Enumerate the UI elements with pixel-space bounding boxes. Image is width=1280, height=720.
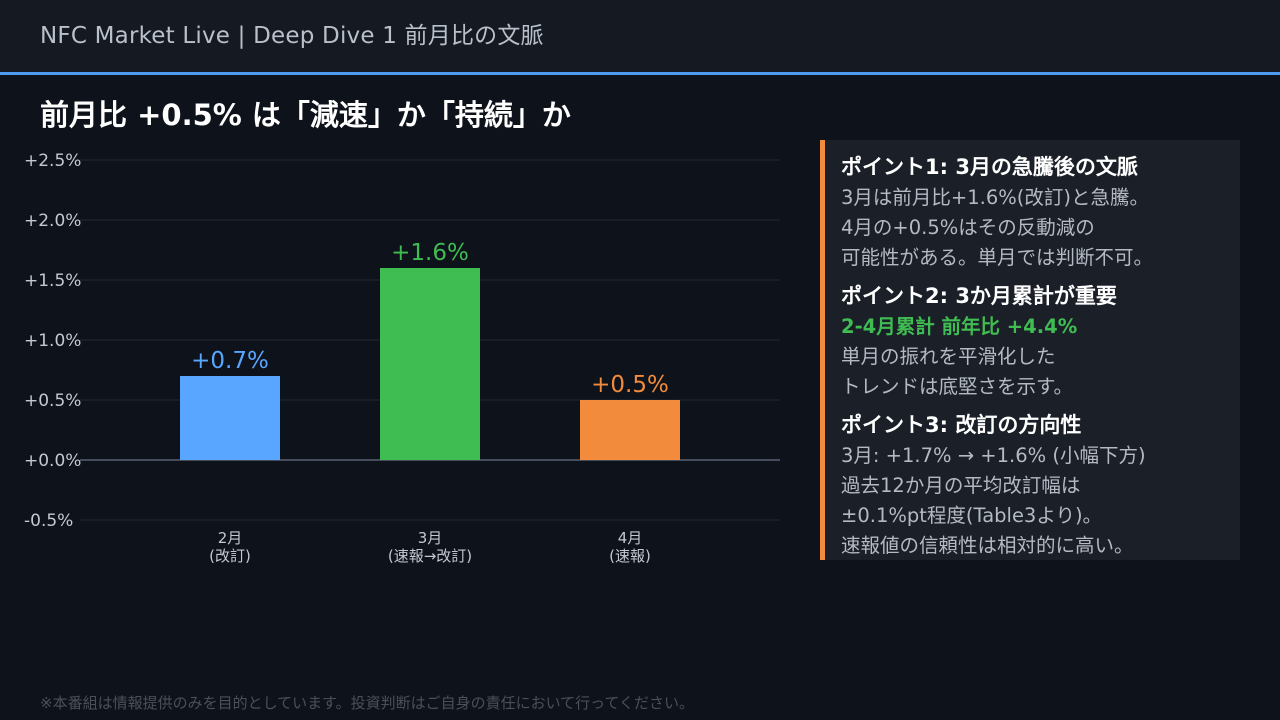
point-line-highlight: 2-4月累計 前年比 +4.4%	[841, 315, 1078, 338]
point-heading: ポイント3: 改訂の方向性	[841, 413, 1082, 437]
bar-chart: +2.5% +2.0% +1.5% +1.0% +0.5% +0.0% -0.5% +0.7%…	[24, 151, 780, 565]
bar	[580, 400, 680, 460]
y-tick-label: +2.5%	[24, 151, 81, 171]
x-category-label: (速報→改訂)	[388, 547, 472, 565]
point-heading: ポイント2: 3か月累計が重要	[841, 284, 1117, 308]
point-block-2: ポイント2: 3か月累計が重要 2-4月累計 前年比 +4.4% 単月の振れを平…	[841, 281, 1240, 402]
data-label: +0.5%	[591, 372, 669, 398]
side-panel: ポイント1: 3月の急騰後の文脈 3月は前月比+1.6%(改訂)と急騰。 4月の…	[820, 140, 1240, 560]
point-line: 可能性がある。単月では判断不可。	[841, 246, 1154, 269]
x-category-label: 3月	[418, 529, 443, 547]
y-tick-label: +2.0%	[24, 211, 81, 231]
point-line: トレンドは底堅さを示す。	[841, 375, 1074, 398]
point-line: 過去12か月の平均改訂幅は	[841, 474, 1081, 497]
header-bar: NFC Market Live | Deep Dive 1 前月比の文脈	[0, 0, 1280, 75]
point-line: 速報値の信頼性は相対的に高い。	[841, 534, 1134, 557]
x-category-label: (改訂)	[209, 547, 251, 565]
point-line: 3月: +1.7% → +1.6% (小幅下方)	[841, 444, 1146, 467]
point-line: 4月の+0.5%はその反動減の	[841, 216, 1095, 239]
bar	[180, 376, 280, 460]
point-block-3: ポイント3: 改訂の方向性 3月: +1.7% → +1.6% (小幅下方) 過…	[841, 410, 1240, 560]
bar	[380, 268, 480, 460]
y-tick-label: +0.0%	[24, 451, 81, 471]
y-tick-label: +1.5%	[24, 271, 81, 291]
point-line: 3月は前月比+1.6%(改訂)と急騰。	[841, 186, 1150, 209]
point-block-1: ポイント1: 3月の急騰後の文脈 3月は前月比+1.6%(改訂)と急騰。 4月の…	[841, 152, 1240, 273]
disclaimer: ※本番組は情報提供のみを目的としています。投資判断はご自身の責任において行ってく…	[40, 694, 694, 712]
point-line: 単月の振れを平滑化した	[841, 345, 1056, 368]
point-heading: ポイント1: 3月の急騰後の文脈	[841, 155, 1138, 179]
page-title: 前月比 +0.5% は「減速」か「持続」か	[40, 98, 571, 132]
x-category-label: (速報)	[609, 547, 651, 565]
y-tick-label: +1.0%	[24, 331, 81, 351]
x-category-label: 4月	[618, 529, 643, 547]
y-tick-label: +0.5%	[24, 391, 81, 411]
data-label: +1.6%	[391, 240, 469, 266]
point-line: ±0.1%pt程度(Table3より)。	[841, 504, 1103, 527]
data-label: +0.7%	[191, 348, 269, 374]
y-tick-label: -0.5%	[24, 511, 73, 531]
header-title: NFC Market Live | Deep Dive 1 前月比の文脈	[40, 23, 544, 49]
x-category-label: 2月	[218, 529, 243, 547]
